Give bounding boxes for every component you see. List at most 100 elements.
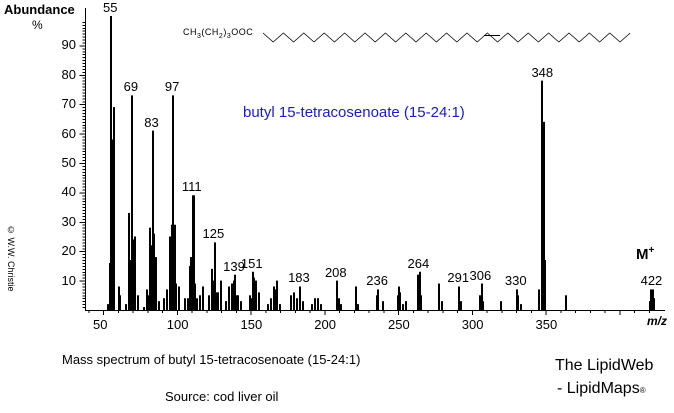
peak-bar [340, 304, 342, 310]
peak-bar [481, 283, 483, 310]
peak-bar [228, 286, 230, 310]
peak-bar [441, 301, 443, 310]
peak-bar [317, 298, 319, 310]
peak-bar [107, 304, 109, 310]
peak-bar [541, 80, 543, 311]
brand-lipidweb: The LipidWeb [555, 357, 654, 374]
peak-bar [128, 212, 130, 310]
spectrum-peaks [107, 16, 655, 311]
peak-bar [208, 295, 210, 310]
peak-bar [438, 283, 440, 310]
peak-label: 306 [469, 267, 492, 283]
peak-bar [336, 280, 338, 310]
y-tick-label: 70 [61, 96, 76, 112]
peak-bar [152, 130, 154, 310]
peak-bar [479, 295, 481, 310]
peak-bar [202, 286, 204, 310]
peak-bar [172, 95, 174, 310]
peak-label: 330 [504, 273, 527, 289]
peak-bar [220, 280, 222, 310]
peak-bar [212, 280, 214, 310]
peak-label: 55 [102, 0, 118, 15]
peak-bar [338, 298, 340, 310]
molecular-ion-charge: + [648, 245, 655, 256]
peak-label: 291 [447, 270, 470, 286]
peak-bar [166, 289, 168, 310]
peak-label: 236 [366, 273, 388, 289]
peak-bar [650, 289, 652, 310]
peak-bar [253, 277, 255, 310]
peak-label: 422 [640, 273, 663, 289]
figure-caption: Mass spectrum of butyl 15-tetracosenoate… [62, 352, 361, 367]
peak-bar [174, 224, 176, 310]
peak-bar [131, 95, 133, 310]
peak-bar [196, 298, 198, 310]
peak-label: 69 [123, 79, 139, 95]
peak-bar [240, 301, 242, 310]
peak-bar [276, 280, 278, 310]
peak-bar [193, 195, 195, 310]
x-tick-label: 350 [535, 317, 558, 332]
peak-bar [225, 301, 227, 310]
peak-bar [194, 283, 196, 310]
x-tick-label: 50 [93, 317, 108, 332]
peak-bar [500, 301, 502, 310]
peak-bar [320, 304, 322, 310]
peak-bar [382, 301, 384, 310]
peak-bar [311, 304, 313, 310]
y-tick-label: 80 [61, 66, 76, 82]
structure-chain-icon [262, 32, 631, 43]
peak-bar [274, 289, 276, 310]
peak-bar [214, 242, 216, 310]
x-tick-label: 150 [240, 317, 263, 332]
peak-bar [267, 304, 269, 310]
peak-bar [517, 295, 519, 310]
brand-lipidmaps-text: - LipidMaps [557, 380, 640, 397]
peak-bar [249, 295, 251, 310]
peak-bar [150, 245, 152, 310]
peak-bar [199, 295, 201, 310]
peak-bar [302, 301, 304, 310]
peak-bar [178, 286, 180, 310]
peak-bar [544, 260, 546, 310]
peak-bar [314, 298, 316, 310]
peak-label: 264 [407, 255, 430, 271]
peak-label: 111 [181, 179, 202, 195]
peak-bar [147, 295, 149, 310]
peak-bar [175, 283, 177, 310]
peak-bar [215, 292, 217, 310]
molecular-ion-label: M+ [636, 245, 654, 263]
x-tick-label: 300 [461, 317, 484, 332]
peak-bar [137, 295, 139, 310]
peak-label: 139 [223, 258, 245, 274]
peak-bar [653, 298, 655, 310]
peak-bar [405, 301, 407, 310]
peak-label: 348 [531, 64, 554, 80]
peak-bar [293, 292, 295, 310]
peak-bar [184, 298, 186, 310]
source-note: Source: cod liver oil [165, 389, 279, 404]
peak-bar [402, 304, 404, 310]
peak-label: 208 [324, 264, 347, 280]
peak-bar [299, 286, 301, 310]
peak-bar [234, 274, 236, 310]
peak-bar [565, 295, 567, 310]
peak-bar [134, 236, 136, 310]
peak-bar [187, 298, 189, 310]
peak-bar [460, 301, 462, 310]
peak-label: 151 [240, 255, 263, 271]
peak-bar [125, 304, 127, 310]
peak-bar [163, 298, 165, 310]
peak-bar [217, 292, 219, 310]
peak-bar [255, 280, 257, 310]
peak-bar [543, 121, 545, 310]
peak-bar [357, 304, 359, 310]
peak-bar [231, 283, 233, 310]
peak-bar [110, 16, 112, 310]
structure-formula: CH3(CH2)3OOC [183, 27, 254, 40]
mass-spectrum-chart [79, 8, 665, 315]
y-tick-label: 20 [61, 243, 76, 259]
x-tick-label: 250 [388, 317, 410, 332]
peak-label: 125 [202, 226, 225, 242]
peak-bar [538, 289, 540, 310]
